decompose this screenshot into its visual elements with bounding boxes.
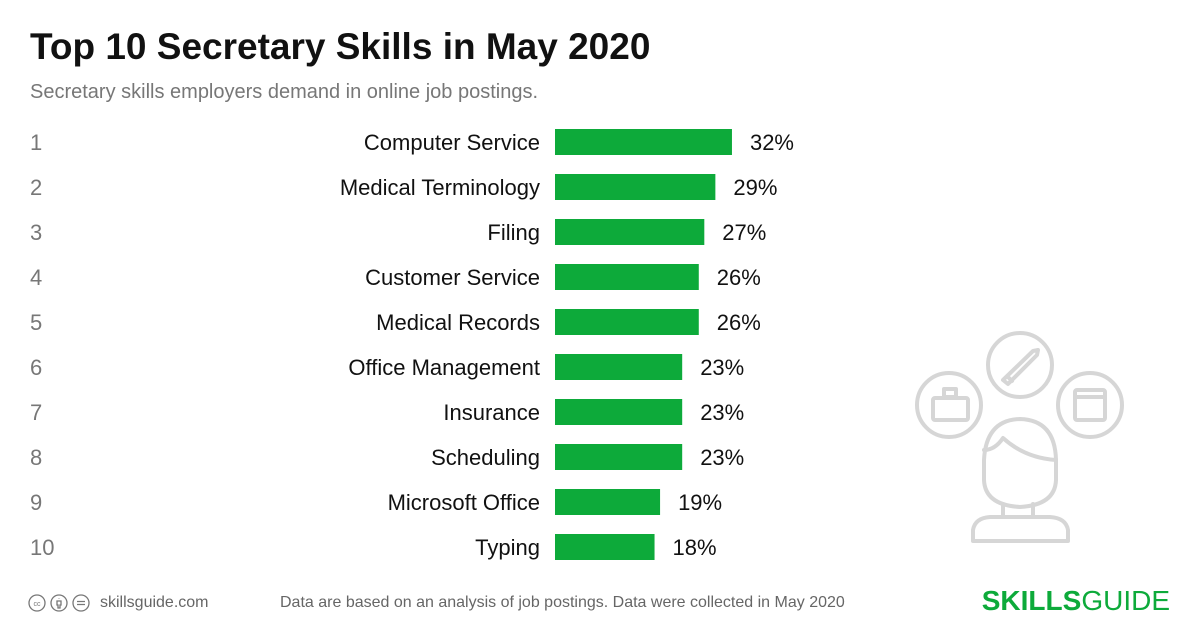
category-label: Medical Records <box>376 310 540 335</box>
category-label: Office Management <box>348 355 540 380</box>
value-label: 23% <box>700 355 744 380</box>
value-label: 18% <box>673 535 717 560</box>
category-label: Scheduling <box>431 445 540 470</box>
bar <box>555 264 699 290</box>
category-label: Customer Service <box>365 265 540 290</box>
chart-title: Top 10 Secretary Skills in May 2020 <box>30 26 651 67</box>
chart-subtitle: Secretary skills employers demand in onl… <box>30 81 539 103</box>
rank-label: 8 <box>30 445 42 470</box>
bar <box>555 309 699 335</box>
value-label: 26% <box>717 310 761 335</box>
value-label: 26% <box>717 265 761 290</box>
pencil-circle <box>986 331 1054 399</box>
rank-label: 6 <box>30 355 42 380</box>
category-label: Computer Service <box>364 130 540 155</box>
briefcase-icon <box>931 387 970 422</box>
category-label: Medical Terminology <box>340 175 540 200</box>
briefcase-circle <box>915 371 983 439</box>
window-circle <box>1056 371 1124 439</box>
category-label: Filing <box>487 220 540 245</box>
bar <box>555 129 732 155</box>
rank-label: 9 <box>30 490 42 515</box>
cc-icon <box>28 594 46 612</box>
rank-label: 4 <box>30 265 42 290</box>
bar <box>555 174 716 200</box>
skillsguide-logo: SKILLSGUIDE <box>981 585 1170 616</box>
bar <box>555 489 661 515</box>
category-label: Microsoft Office <box>388 490 540 515</box>
rank-label: 5 <box>30 310 42 335</box>
bar <box>555 399 683 425</box>
value-label: 23% <box>700 445 744 470</box>
license-icons: cc <box>28 594 90 612</box>
rank-label: 3 <box>30 220 42 245</box>
window-icon <box>1073 388 1107 422</box>
value-label: 23% <box>700 400 744 425</box>
rank-label: 2 <box>30 175 42 200</box>
value-label: 32% <box>750 130 794 155</box>
person-icon <box>971 417 1070 543</box>
bar <box>555 219 705 245</box>
rank-label: 1 <box>30 130 42 155</box>
site-link[interactable]: skillsguide.com <box>100 594 209 611</box>
value-label: 27% <box>722 220 766 245</box>
value-label: 29% <box>733 175 777 200</box>
svg-text:cc: cc <box>34 601 42 608</box>
bar <box>555 354 683 380</box>
rank-label: 10 <box>30 535 54 560</box>
category-label: Typing <box>475 535 540 560</box>
nd-icon <box>72 594 90 612</box>
bar <box>555 444 683 470</box>
pencil-icon <box>1001 348 1040 386</box>
bar <box>555 534 655 560</box>
by-icon <box>50 594 68 612</box>
rank-label: 7 <box>30 400 42 425</box>
category-label: Insurance <box>443 400 540 425</box>
value-label: 19% <box>678 490 722 515</box>
footer-note: Data are based on an analysis of job pos… <box>280 594 845 611</box>
